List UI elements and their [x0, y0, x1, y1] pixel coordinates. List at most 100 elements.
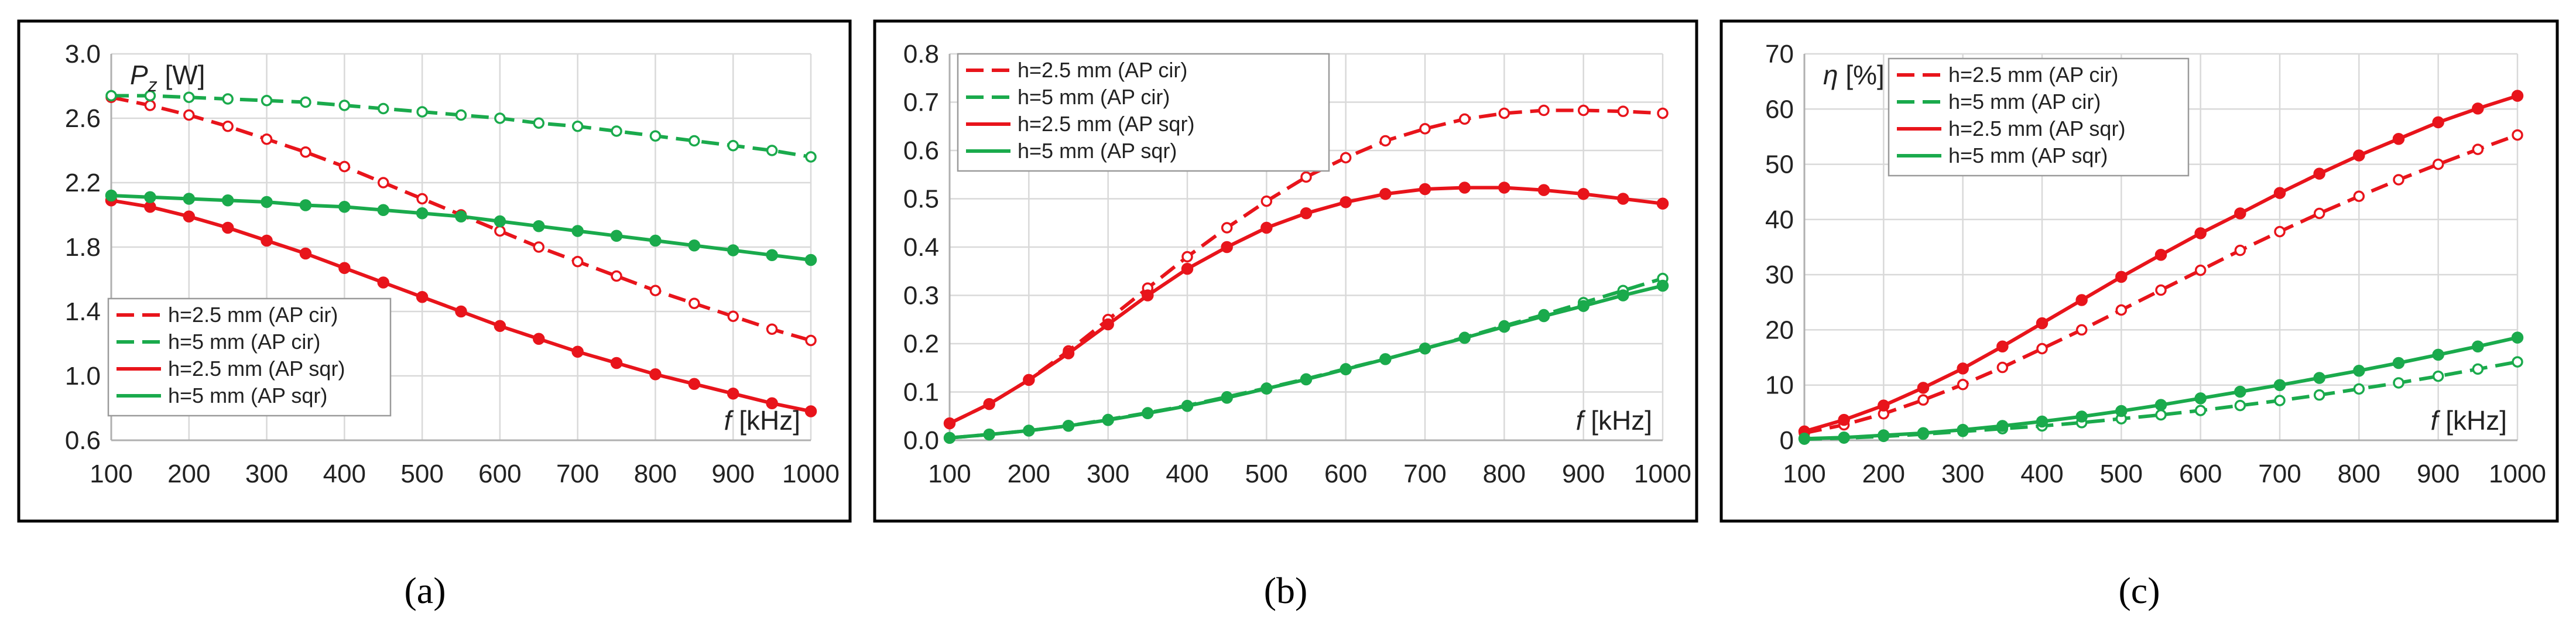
data-point	[1996, 340, 2009, 352]
data-point	[2075, 324, 2088, 336]
data-point	[2075, 410, 2088, 423]
data-point	[1538, 104, 1550, 117]
y-tick-label: 20	[1765, 316, 1794, 344]
data-point	[1458, 331, 1471, 344]
legend-label: h=5 mm (AP sqr)	[1948, 143, 2108, 167]
data-point	[1221, 241, 1233, 254]
data-point	[1656, 197, 1669, 210]
legend: h=2.5 mm (AP cir) h=5 mm (AP cir) h=2.5 mm…	[1888, 57, 2190, 177]
data-point	[1419, 343, 1431, 355]
data-point	[455, 109, 467, 121]
y-tick-label: 0.3	[903, 282, 939, 310]
y-tick-label: 0.0	[903, 426, 939, 455]
data-point	[1300, 207, 1313, 220]
data-point	[2432, 370, 2444, 382]
data-point	[2194, 227, 2207, 239]
y-axis-symbol: η	[1823, 60, 1838, 90]
x-tick-label: 300	[1087, 460, 1129, 488]
y-tick-label: 2.2	[65, 169, 101, 197]
data-point	[144, 90, 156, 102]
data-point	[804, 254, 817, 266]
data-point	[299, 247, 312, 260]
x-tick-label: 600	[2179, 460, 2222, 488]
y-axis-label: η [%]	[1823, 60, 1885, 90]
data-point	[2392, 357, 2405, 369]
data-point	[1340, 196, 1352, 208]
data-point	[1838, 431, 1850, 444]
data-point	[649, 368, 662, 381]
data-point	[2155, 409, 2167, 421]
data-point	[2273, 187, 2286, 199]
data-point	[2075, 294, 2088, 306]
data-point	[299, 199, 312, 211]
data-point	[300, 96, 311, 108]
x-tick-label: 800	[2338, 460, 2380, 488]
data-point	[2511, 331, 2524, 344]
data-point	[727, 140, 739, 152]
data-point	[494, 320, 506, 332]
data-point	[766, 397, 778, 409]
data-point	[2313, 372, 2325, 384]
data-point	[1617, 193, 1629, 205]
x-tick-label: 400	[1166, 460, 1208, 488]
data-point	[611, 270, 622, 282]
y-tick-label: 0.2	[903, 330, 939, 358]
data-point	[221, 194, 234, 207]
data-point	[494, 215, 506, 228]
data-point	[1340, 152, 1352, 164]
x-tick-label: 700	[556, 460, 599, 488]
x-tick-label: 200	[1008, 460, 1050, 488]
y-tick-label: 0.4	[903, 233, 939, 262]
x-axis-symbol: f	[2431, 405, 2441, 436]
data-point	[2392, 132, 2405, 145]
y-tick-label: 0.5	[903, 185, 939, 214]
x-axis-label: f [kHz]	[1576, 405, 1652, 436]
data-point	[1458, 113, 1471, 125]
data-point	[2512, 129, 2523, 141]
data-point	[1957, 379, 1969, 391]
data-point	[494, 112, 506, 124]
data-point	[2234, 385, 2246, 398]
data-point	[416, 106, 428, 118]
data-point	[377, 102, 389, 115]
data-point	[2194, 264, 2207, 276]
data-point	[943, 417, 956, 430]
data-point	[261, 196, 273, 208]
data-point	[1102, 318, 1114, 331]
data-point	[1917, 394, 1929, 406]
data-point	[183, 210, 196, 222]
y-axis-symbol: P	[130, 60, 148, 90]
data-point	[610, 230, 623, 242]
data-point	[2472, 363, 2484, 375]
data-point	[2154, 399, 2167, 411]
data-point	[2154, 248, 2167, 261]
x-tick-label: 900	[1562, 460, 1605, 488]
y-axis-subscript: z	[148, 74, 157, 95]
y-tick-label: 50	[1765, 150, 1794, 179]
data-point	[1221, 222, 1233, 234]
legend-label: h=2.5 mm (AP sqr)	[1018, 112, 1194, 136]
x-axis-label: f [kHz]	[2431, 405, 2507, 436]
panel-a: 100 200 300 400 500 600 700 800 900 1000 0.6 1.0 1.4…	[17, 19, 852, 611]
data-point	[2393, 174, 2404, 186]
data-point	[1838, 413, 1850, 426]
data-point	[416, 193, 428, 205]
data-point	[105, 90, 117, 102]
data-point	[533, 241, 545, 253]
data-point	[2313, 167, 2325, 180]
data-point	[2353, 383, 2365, 395]
legend-label: h=5 mm (AP cir)	[168, 330, 320, 354]
y-tick-label: 2.6	[65, 104, 101, 133]
y-tick-label: 1.0	[65, 362, 101, 391]
series-4	[105, 189, 817, 266]
data-point	[688, 378, 701, 390]
data-point	[1656, 279, 1669, 292]
data-point	[1102, 414, 1114, 426]
y-axis-unit: [W]	[157, 60, 205, 90]
data-point	[1498, 320, 1510, 333]
data-point	[144, 100, 156, 111]
data-point	[1577, 300, 1590, 312]
data-point	[805, 334, 817, 347]
x-tick-label: 1000	[782, 460, 840, 488]
legend: h=2.5 mm (AP cir) h=5 mm (AP cir) h=2.5 mm…	[957, 53, 1330, 172]
